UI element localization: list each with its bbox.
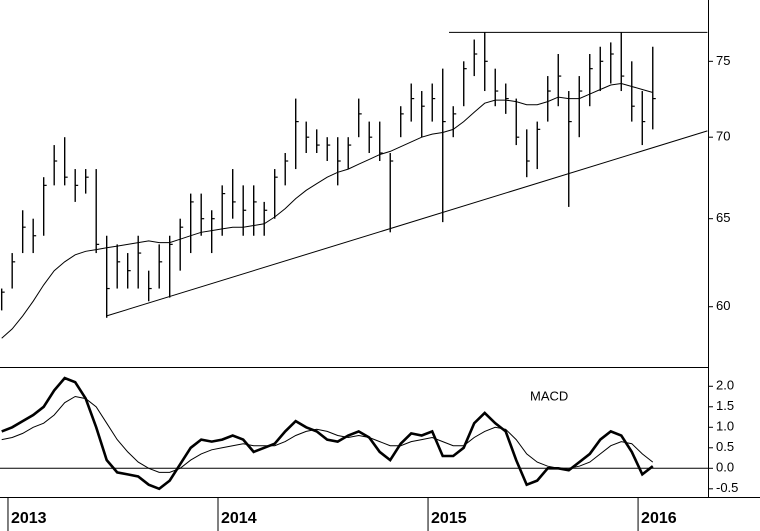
y-tick-label: 0.5: [716, 439, 734, 454]
x-tick-label: 2013: [11, 510, 47, 527]
macd-line: [1, 395, 654, 473]
moving-average: [1, 82, 653, 339]
trend-line: [106, 130, 708, 317]
y-tick-label: 1.5: [716, 398, 734, 413]
y-tick-label: 70: [716, 129, 730, 144]
x-tick-label: 2014: [221, 510, 257, 527]
y-tick-label: 1.0: [716, 419, 734, 434]
y-tick-label: 0.0: [716, 460, 734, 475]
y-tick-label: 75: [716, 53, 730, 68]
x-tick-label: 2016: [641, 510, 677, 527]
y-tick-label: 2.0: [716, 378, 734, 393]
x-tick-label: 2015: [431, 510, 467, 527]
y-tick-label: 65: [716, 210, 730, 225]
panel-label: MACD: [530, 388, 568, 403]
y-tick-label: -0.5: [716, 480, 738, 495]
macd-line: [1, 376, 654, 491]
y-tick-label: 60: [716, 298, 730, 313]
